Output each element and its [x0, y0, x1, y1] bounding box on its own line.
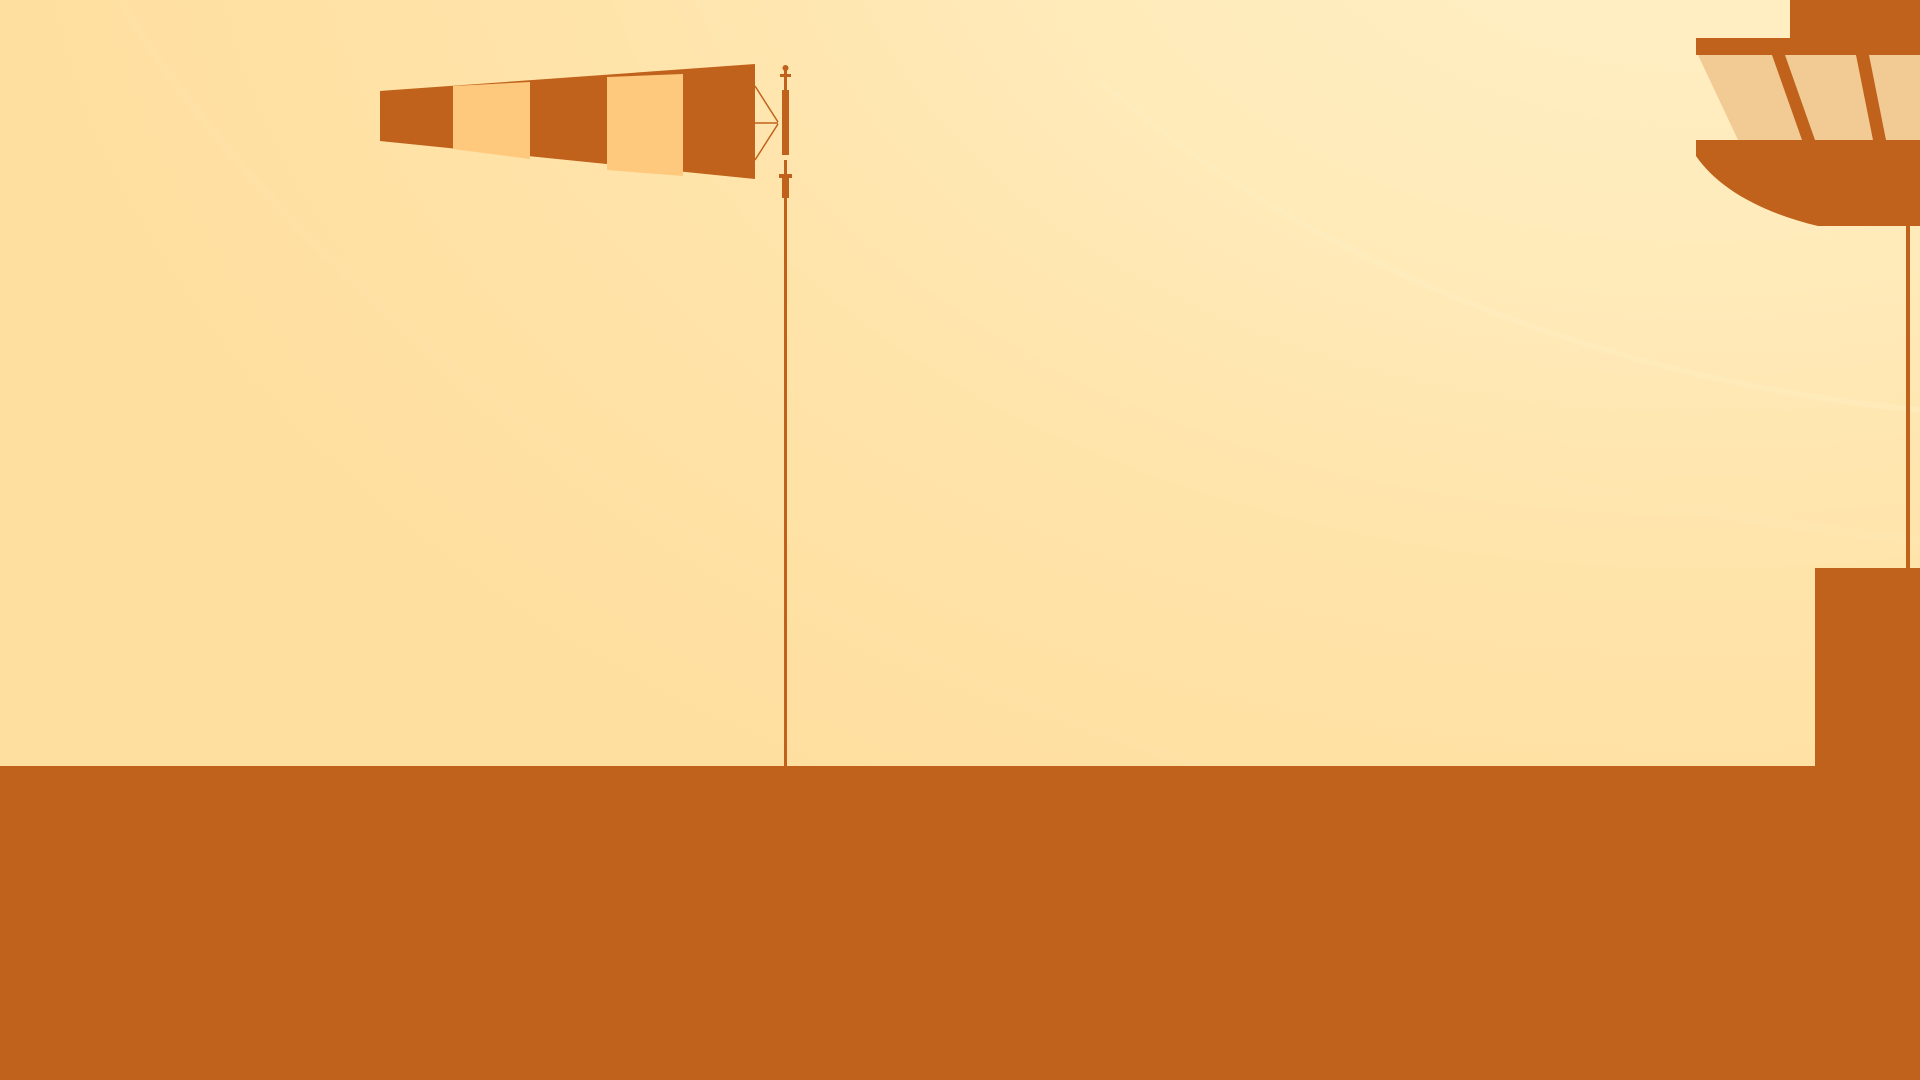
control-tower	[1696, 0, 1920, 768]
ground	[0, 766, 1920, 1080]
sky-light-streaks	[116, 0, 1920, 766]
windsock-icon	[380, 64, 755, 179]
windsock-pole	[754, 65, 792, 767]
sky	[0, 0, 1920, 766]
